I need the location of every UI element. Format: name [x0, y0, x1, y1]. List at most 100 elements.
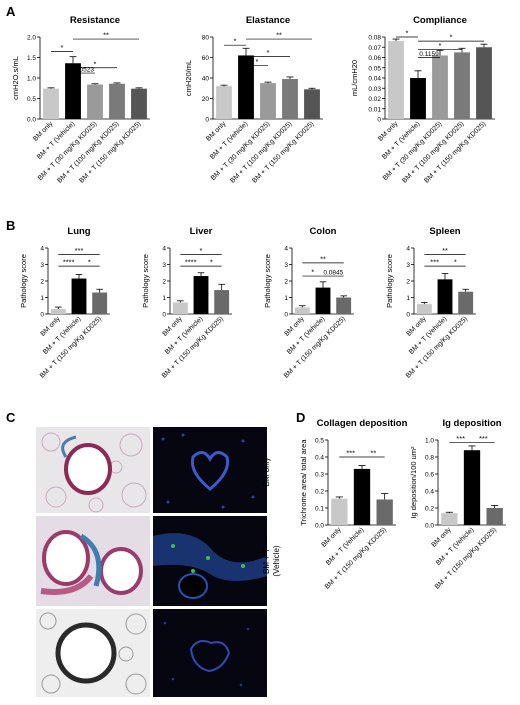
- significance-label: 0.1159: [419, 51, 439, 58]
- y-tick-label: 0.4: [315, 455, 324, 462]
- bar: [315, 287, 331, 314]
- micrograph-fluorescence-kd025: [153, 609, 267, 697]
- significance-label: ***: [75, 246, 84, 255]
- y-axis-label: Pathology score: [19, 254, 28, 308]
- bar: [463, 450, 481, 525]
- bar: [216, 86, 232, 119]
- bar: [50, 309, 66, 314]
- chart-title: Compliance: [413, 15, 467, 26]
- bar: [476, 47, 492, 119]
- bar: [131, 88, 147, 119]
- significance-label: **: [320, 254, 326, 263]
- y-tick-label: 0.04: [368, 76, 381, 83]
- micrograph-trichrome-kd025: [36, 609, 150, 697]
- bar: [437, 279, 453, 314]
- chart-ig-deposition: Ig deposition 0.0 0.2 0.4 0.6 0.8 1.0 Ig deposi…: [409, 418, 506, 591]
- y-tick-label: 0.5: [27, 96, 36, 103]
- chart-title: Colon: [310, 226, 337, 237]
- significance-label: *: [210, 258, 213, 267]
- bar: [388, 41, 404, 119]
- y-tick-label: 0: [284, 312, 288, 319]
- y-tick-label: 0.07: [368, 45, 381, 52]
- y-tick-label: 2: [162, 279, 166, 286]
- bar: [193, 276, 209, 314]
- y-tick-label: 2: [284, 279, 288, 286]
- bar: [238, 55, 254, 119]
- y-tick-label: 0.05: [368, 65, 381, 72]
- significance-label: ***: [479, 434, 488, 443]
- y-tick-label: 0.1: [315, 506, 324, 513]
- significance-label: ****: [185, 258, 197, 267]
- bar: [336, 297, 352, 314]
- significance-label: *: [94, 59, 97, 68]
- y-tick-label: 4: [284, 246, 288, 253]
- significance-label: *: [406, 29, 409, 38]
- y-tick-label: 0: [377, 117, 381, 124]
- y-tick-label: 0.06: [368, 55, 381, 62]
- significance-label: *: [450, 33, 453, 42]
- bar: [109, 83, 125, 119]
- category-label: BM + T (Vehicle): [164, 315, 204, 355]
- y-tick-label: 1.5: [27, 55, 36, 62]
- y-tick-label: 3: [162, 262, 166, 269]
- category-label: BM + T (Vehicle): [408, 315, 448, 355]
- y-tick-label: 0.5: [315, 438, 324, 445]
- y-axis-label: cmH2O.s/mL: [11, 56, 20, 100]
- y-tick-label: 0: [162, 312, 166, 319]
- bar: [71, 278, 87, 314]
- y-tick-label: 1: [406, 295, 410, 302]
- trichrome-image: [36, 427, 150, 513]
- y-tick-label: 0.2: [315, 489, 324, 496]
- y-tick-label: 0: [205, 117, 209, 124]
- bar: [486, 508, 503, 525]
- significance-label: *: [267, 48, 270, 57]
- bar: [454, 52, 470, 119]
- trichrome-image: [36, 609, 150, 697]
- y-axis-label: cmH20/mL: [184, 60, 193, 96]
- y-tick-label: 4: [40, 246, 44, 253]
- y-tick-label: 1: [284, 295, 288, 302]
- panel-letter-d: D: [296, 410, 306, 425]
- significance-label: ***: [430, 258, 439, 267]
- significance-label: ****: [63, 258, 75, 267]
- panel-letter-c: C: [6, 410, 16, 425]
- y-tick-label: 0.01: [368, 106, 381, 113]
- significance-label: **: [442, 246, 448, 255]
- bar: [458, 291, 474, 314]
- chart-title: Resistance: [70, 15, 120, 26]
- y-tick-label: 20: [202, 96, 210, 103]
- significance-label: ***: [346, 449, 355, 458]
- bar: [282, 79, 298, 119]
- chart-title: Collagen deposition: [317, 418, 408, 429]
- micrograph-row-label-vehicle: BM + T (Vehicle): [262, 545, 281, 577]
- significance-label: *: [311, 268, 314, 277]
- y-tick-label: 80: [202, 35, 210, 42]
- bar: [65, 63, 81, 119]
- y-tick-label: 4: [162, 246, 166, 253]
- category-label: BM + T (Vehicle): [286, 315, 326, 355]
- y-tick-label: 0.6: [425, 472, 434, 479]
- significance-label: 0.0845: [323, 270, 343, 277]
- y-axis-label: Pathology score: [385, 254, 394, 308]
- y-tick-label: 0.02: [368, 96, 381, 103]
- panel-letter-a: A: [6, 4, 16, 19]
- significance-label: *: [200, 246, 203, 255]
- significance-label: ***: [456, 434, 465, 443]
- bar: [376, 499, 393, 525]
- y-tick-label: 0: [40, 312, 44, 319]
- y-tick-label: 40: [202, 76, 210, 83]
- y-tick-label: 0.0: [27, 117, 36, 124]
- y-axis-label: Pathology score: [141, 254, 150, 308]
- significance-label: *: [88, 258, 91, 267]
- significance-label: **: [103, 31, 109, 40]
- bar: [92, 292, 108, 314]
- y-tick-label: 2.0: [27, 35, 36, 42]
- bar: [260, 83, 276, 119]
- y-tick-label: 0.8: [425, 455, 434, 462]
- micrograph-row-label-bm-only: BM only: [262, 457, 271, 487]
